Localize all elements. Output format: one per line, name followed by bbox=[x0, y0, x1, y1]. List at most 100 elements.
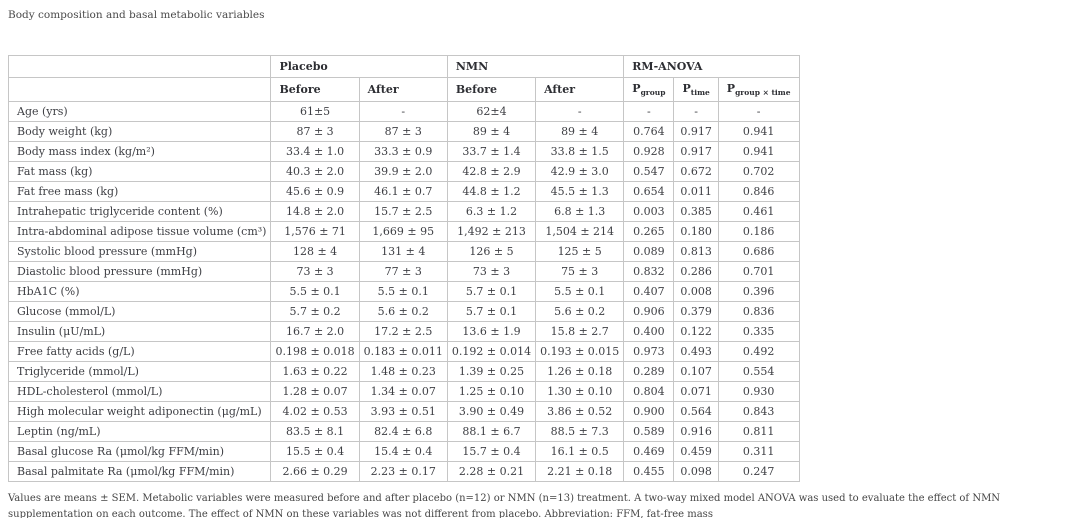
value-cell: 83.5 ± 8.1 bbox=[270, 421, 360, 443]
value-cell: 5.6 ± 0.2 bbox=[358, 301, 448, 323]
row-label: HbA1C (%) bbox=[7, 281, 272, 303]
nmn-before-header: Before bbox=[446, 76, 537, 103]
value-cell: 2.66 ± 0.29 bbox=[270, 461, 360, 483]
value-cell: 0.459 bbox=[673, 441, 719, 463]
table-row: Basal palmitate Ra (μmol/kg FFM/min) 2.66… bbox=[7, 461, 800, 483]
value-cell: 1.26 ± 0.18 bbox=[535, 361, 625, 383]
value-cell: 15.5 ± 0.4 bbox=[270, 441, 360, 463]
value-cell: 14.8 ± 2.0 bbox=[270, 201, 360, 223]
value-cell: 4.02 ± 0.53 bbox=[270, 401, 360, 423]
value-cell: 2.21 ± 0.18 bbox=[535, 461, 625, 483]
value-cell: 33.4 ± 1.0 bbox=[270, 141, 360, 163]
row-label: Systolic blood pressure (mmHg) bbox=[7, 241, 272, 263]
value-cell: 0.198 ± 0.018 bbox=[270, 341, 360, 363]
row-label: Body weight (kg) bbox=[7, 121, 272, 143]
table-row: Diastolic blood pressure (mmHg) 73 ± 3 77 … bbox=[7, 261, 800, 283]
p-subscript: group × time bbox=[735, 88, 791, 98]
value-cell: 0.186 bbox=[717, 221, 800, 243]
row-label: Leptin (ng/mL) bbox=[7, 421, 272, 443]
value-cell: - bbox=[717, 101, 800, 123]
value-cell: 13.6 ± 1.9 bbox=[446, 321, 537, 343]
value-cell: 0.089 bbox=[623, 241, 675, 263]
value-cell: - bbox=[358, 101, 448, 123]
table-row: Intrahepatic triglyceride content (%) 14.… bbox=[7, 201, 800, 223]
value-cell: 0.846 bbox=[717, 181, 800, 203]
value-cell: 6.8 ± 1.3 bbox=[535, 201, 625, 223]
row-label: Diastolic blood pressure (mmHg) bbox=[7, 261, 272, 283]
value-cell: 2.28 ± 0.21 bbox=[446, 461, 537, 483]
value-cell: 0.193 ± 0.015 bbox=[535, 341, 625, 363]
value-cell: 0.832 bbox=[623, 261, 675, 283]
table-row: Leptin (ng/mL) 83.5 ± 8.1 82.4 ± 6.8 88.1 ±… bbox=[7, 421, 800, 443]
sub-header-row: Before After Before After Pgroup Ptime P… bbox=[7, 76, 800, 103]
value-cell: 0.098 bbox=[673, 461, 719, 483]
value-cell: 0.192 ± 0.014 bbox=[446, 341, 537, 363]
value-cell: 0.836 bbox=[717, 301, 800, 323]
table-row: Intra-abdominal adipose tissue volume (c… bbox=[7, 221, 800, 243]
nmn-after-header: After bbox=[535, 76, 625, 103]
value-cell: 1.28 ± 0.07 bbox=[270, 381, 360, 403]
value-cell: 0.804 bbox=[623, 381, 675, 403]
value-cell: 5.7 ± 0.1 bbox=[446, 281, 537, 303]
value-cell: 5.7 ± 0.2 bbox=[270, 301, 360, 323]
value-cell: 62±4 bbox=[446, 101, 537, 123]
value-cell: 1,492 ± 213 bbox=[446, 221, 537, 243]
value-cell: 6.3 ± 1.2 bbox=[446, 201, 537, 223]
value-cell: 0.547 bbox=[623, 161, 675, 183]
table-header: Placebo NMN RM-ANOVA Before After Before… bbox=[7, 55, 800, 103]
value-cell: 1.48 ± 0.23 bbox=[358, 361, 448, 383]
empty-corner-cell bbox=[7, 55, 272, 78]
value-cell: 87 ± 3 bbox=[270, 121, 360, 143]
row-label: Glucose (mmol/L) bbox=[7, 301, 272, 323]
value-cell: 1.30 ± 0.10 bbox=[535, 381, 625, 403]
value-cell: 0.311 bbox=[717, 441, 800, 463]
value-cell: 128 ± 4 bbox=[270, 241, 360, 263]
value-cell: 0.008 bbox=[673, 281, 719, 303]
value-cell: 0.917 bbox=[673, 121, 719, 143]
value-cell: 15.8 ± 2.7 bbox=[535, 321, 625, 343]
value-cell: - bbox=[535, 101, 625, 123]
group-header-row: Placebo NMN RM-ANOVA bbox=[7, 55, 800, 78]
table-row: Age (yrs) 61±5-62±4- - - - bbox=[7, 101, 800, 123]
row-label: Basal palmitate Ra (μmol/kg FFM/min) bbox=[7, 461, 272, 483]
value-cell: 0.941 bbox=[717, 141, 800, 163]
p-group-x-time-header: Pgroup × time bbox=[717, 76, 800, 103]
rm-anova-group-header: RM-ANOVA bbox=[623, 55, 800, 78]
value-cell: 0.407 bbox=[623, 281, 675, 303]
value-cell: 15.7 ± 0.4 bbox=[446, 441, 537, 463]
value-cell: 0.917 bbox=[673, 141, 719, 163]
value-cell: 125 ± 5 bbox=[535, 241, 625, 263]
value-cell: 75 ± 3 bbox=[535, 261, 625, 283]
value-cell: 0.335 bbox=[717, 321, 800, 343]
value-cell: 5.7 ± 0.1 bbox=[446, 301, 537, 323]
value-cell: 33.7 ± 1.4 bbox=[446, 141, 537, 163]
value-cell: 44.8 ± 1.2 bbox=[446, 181, 537, 203]
value-cell: 15.7 ± 2.5 bbox=[358, 201, 448, 223]
value-cell: 1,504 ± 214 bbox=[535, 221, 625, 243]
row-label: Fat mass (kg) bbox=[7, 161, 272, 183]
value-cell: 0.843 bbox=[717, 401, 800, 423]
table-row: Triglyceride (mmol/L) 1.63 ± 0.22 1.48 ± 0… bbox=[7, 361, 800, 383]
value-cell: 0.379 bbox=[673, 301, 719, 323]
placebo-before-header: Before bbox=[270, 76, 360, 103]
value-cell: 0.702 bbox=[717, 161, 800, 183]
value-cell: 5.5 ± 0.1 bbox=[535, 281, 625, 303]
table-row: High molecular weight adiponectin (μg/mL… bbox=[7, 401, 800, 423]
table-row: Systolic blood pressure (mmHg) 128 ± 4 131… bbox=[7, 241, 800, 263]
value-cell: 61±5 bbox=[270, 101, 360, 123]
value-cell: 0.564 bbox=[673, 401, 719, 423]
value-cell: 0.011 bbox=[673, 181, 719, 203]
value-cell: 1.34 ± 0.07 bbox=[358, 381, 448, 403]
row-label: Free fatty acids (g/L) bbox=[7, 341, 272, 363]
value-cell: 2.23 ± 0.17 bbox=[358, 461, 448, 483]
value-cell: 88.1 ± 6.7 bbox=[446, 421, 537, 443]
value-cell: 0.928 bbox=[623, 141, 675, 163]
table-row: Glucose (mmol/L) 5.7 ± 0.2 5.6 ± 0.2 5.7 ± … bbox=[7, 301, 800, 323]
value-cell: 0.247 bbox=[717, 461, 800, 483]
value-cell: 0.469 bbox=[623, 441, 675, 463]
value-cell: 45.6 ± 0.9 bbox=[270, 181, 360, 203]
placebo-group-header: Placebo bbox=[270, 55, 448, 78]
table-footnote: Values are means ± SEM. Metabolic variab… bbox=[8, 493, 1001, 518]
value-cell: 15.4 ± 0.4 bbox=[358, 441, 448, 463]
